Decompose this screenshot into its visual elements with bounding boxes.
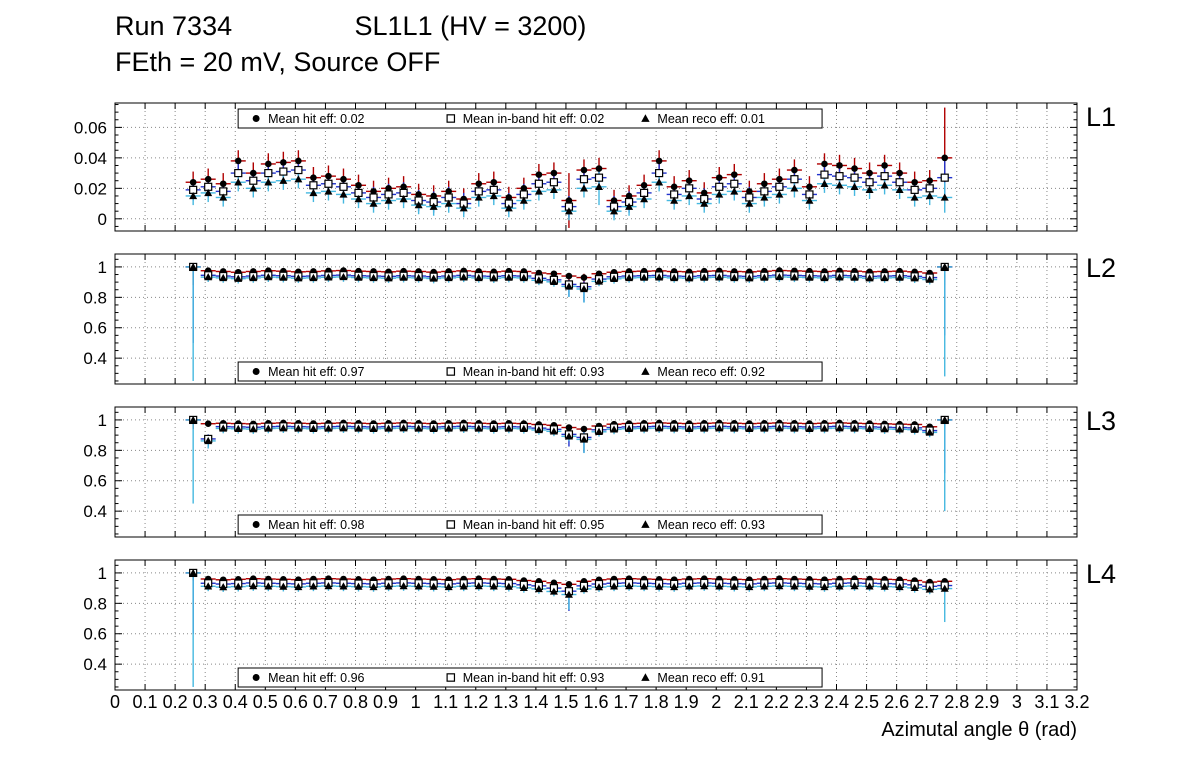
- x-axis-title: Azimutal angle θ (rad): [881, 719, 1077, 741]
- svg-text:1.9: 1.9: [674, 692, 699, 712]
- svg-text:1: 1: [98, 411, 107, 430]
- svg-text:3: 3: [1012, 692, 1022, 712]
- series-reco-markers-L1: [189, 175, 949, 215]
- svg-text:1.6: 1.6: [583, 692, 608, 712]
- svg-text:2.7: 2.7: [914, 692, 939, 712]
- svg-text:1.7: 1.7: [614, 692, 639, 712]
- svg-text:0.8: 0.8: [343, 692, 368, 712]
- svg-text:0.4: 0.4: [83, 349, 107, 368]
- svg-text:Mean reco eff: 0.92: Mean reco eff: 0.92: [657, 365, 765, 379]
- svg-text:0.4: 0.4: [83, 502, 107, 521]
- svg-text:Mean reco eff: 0.01: Mean reco eff: 0.01: [657, 112, 765, 126]
- svg-text:0.4: 0.4: [83, 655, 107, 674]
- svg-text:0: 0: [98, 210, 107, 229]
- legend-L4: Mean hit eff: 0.96 Mean in-band hit eff: …: [237, 667, 823, 688]
- svg-text:2.4: 2.4: [824, 692, 849, 712]
- panel-label-L1: L1: [1086, 102, 1117, 132]
- svg-text:1.8: 1.8: [644, 692, 669, 712]
- panel-series-L2: [185, 262, 953, 381]
- svg-text:2: 2: [711, 692, 721, 712]
- panel-L1: 0 0.02 0.04 0.06 Mean hit eff: 0.02 Mean in-b…: [74, 102, 1078, 232]
- series-reco-markers-L2: [189, 262, 949, 293]
- svg-text:1: 1: [98, 564, 107, 583]
- svg-text:1.3: 1.3: [493, 692, 518, 712]
- svg-text:Mean hit eff: 0.02: Mean hit eff: 0.02: [268, 112, 364, 126]
- header-line1: Run 7334 SL1L1 (HV = 3200): [115, 8, 586, 44]
- svg-text:0.3: 0.3: [193, 692, 218, 712]
- svg-text:0.8: 0.8: [83, 594, 107, 613]
- svg-text:0.06: 0.06: [74, 118, 107, 137]
- svg-text:Mean in-band hit eff: 0.95: Mean in-band hit eff: 0.95: [463, 518, 605, 532]
- chamber-title: SL1L1 (HV = 3200): [354, 11, 587, 41]
- svg-text:0.6: 0.6: [83, 472, 107, 491]
- svg-text:0.4: 0.4: [223, 692, 248, 712]
- panel-L3: 0.4 0.6 0.8 1 Mean hit eff: 0.98 Mean in-band…: [83, 406, 1078, 538]
- panel-series-L3: [185, 415, 953, 512]
- svg-text:1: 1: [411, 692, 421, 712]
- svg-text:0.8: 0.8: [83, 288, 107, 307]
- svg-text:Mean in-band hit eff: 0.93: Mean in-band hit eff: 0.93: [463, 365, 605, 379]
- svg-text:0.9: 0.9: [373, 692, 398, 712]
- svg-text:Mean in-band hit eff: 0.02: Mean in-band hit eff: 0.02: [463, 112, 605, 126]
- svg-text:1.1: 1.1: [433, 692, 458, 712]
- svg-text:0.7: 0.7: [313, 692, 338, 712]
- panel-label-L4: L4: [1086, 559, 1117, 589]
- series-inband-markers-L1: [189, 165, 949, 211]
- series-reco-markers-L4: [189, 568, 949, 598]
- legend-L1: Mean hit eff: 0.02 Mean in-band hit eff: …: [237, 108, 823, 129]
- svg-text:0.2: 0.2: [163, 692, 188, 712]
- svg-text:0.6: 0.6: [283, 692, 308, 712]
- svg-text:0.1: 0.1: [133, 692, 158, 712]
- run-title: Run 7334: [115, 11, 233, 41]
- x-axis-tick-labels: 0 0.1 0.2 0.3 0.4 0.5 0.6 0.7 0.8 0.9 1 1.1 1.2 1.3 1.…: [110, 692, 1090, 712]
- svg-text:2.9: 2.9: [974, 692, 999, 712]
- legend-L2: Mean hit eff: 0.97 Mean in-band hit eff: …: [237, 361, 823, 382]
- series-hit-markers-L1: [189, 154, 949, 204]
- svg-text:3.1: 3.1: [1034, 692, 1059, 712]
- svg-text:0.5: 0.5: [253, 692, 278, 712]
- svg-text:Mean in-band hit eff: 0.93: Mean in-band hit eff: 0.93: [463, 671, 605, 685]
- svg-text:2.2: 2.2: [764, 692, 789, 712]
- svg-text:0.02: 0.02: [74, 179, 107, 198]
- svg-text:Mean hit eff: 0.98: Mean hit eff: 0.98: [268, 518, 364, 532]
- svg-text:0.8: 0.8: [83, 441, 107, 460]
- panel-label-L2: L2: [1086, 253, 1117, 283]
- panel-label-L3: L3: [1086, 406, 1117, 436]
- svg-text:2.6: 2.6: [884, 692, 909, 712]
- plot-header: Run 7334 SL1L1 (HV = 3200) FEth = 20 mV,…: [115, 8, 586, 80]
- header-line2: FEth = 20 mV, Source OFF: [115, 47, 441, 77]
- svg-text:0: 0: [110, 692, 120, 712]
- svg-text:Mean hit eff: 0.97: Mean hit eff: 0.97: [268, 365, 364, 379]
- panel-L2: 0.4 0.6 0.8 1 Mean hit eff: 0.97 Mean in-band…: [83, 253, 1078, 385]
- svg-text:2.5: 2.5: [854, 692, 879, 712]
- svg-text:1.2: 1.2: [463, 692, 488, 712]
- svg-text:3.2: 3.2: [1064, 692, 1089, 712]
- series-reco-markers-L3: [189, 415, 949, 445]
- svg-text:2.3: 2.3: [794, 692, 819, 712]
- svg-text:1: 1: [98, 258, 107, 277]
- panel-series-L1: [185, 107, 953, 228]
- svg-text:1.5: 1.5: [553, 692, 578, 712]
- svg-text:0.6: 0.6: [83, 319, 107, 338]
- svg-text:Mean reco eff: 0.91: Mean reco eff: 0.91: [657, 671, 765, 685]
- svg-text:0.6: 0.6: [83, 625, 107, 644]
- svg-text:1.4: 1.4: [523, 692, 548, 712]
- svg-text:Mean reco eff: 0.93: Mean reco eff: 0.93: [657, 518, 765, 532]
- panel-L4: 0.4 0.6 0.8 1 Mean hit eff: 0.96 Mean in-band…: [83, 559, 1078, 691]
- svg-text:Mean hit eff: 0.96: Mean hit eff: 0.96: [268, 671, 364, 685]
- panel-series-L4: [185, 568, 953, 687]
- series-hit-markers-L3: [189, 416, 949, 433]
- svg-text:0.04: 0.04: [74, 149, 107, 168]
- svg-text:2.1: 2.1: [734, 692, 759, 712]
- legend-L3: Mean hit eff: 0.98 Mean in-band hit eff: …: [237, 514, 823, 535]
- svg-text:2.8: 2.8: [944, 692, 969, 712]
